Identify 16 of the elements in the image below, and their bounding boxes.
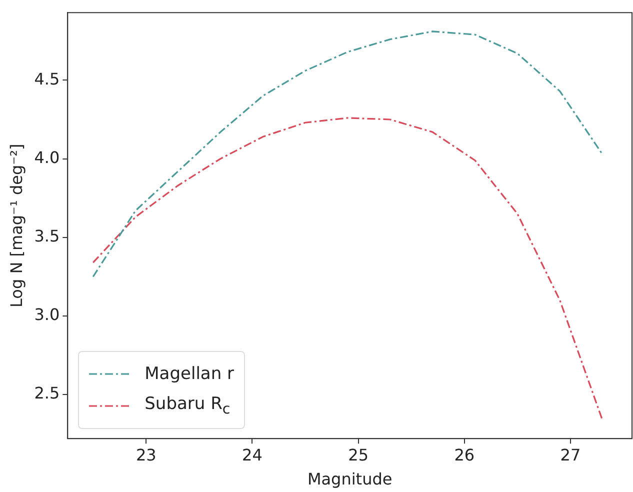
x-tick-label: 25 — [348, 445, 368, 464]
y-tick-label: 2.5 — [34, 384, 60, 403]
x-tick-label: 26 — [454, 445, 475, 464]
y-tick-label: 3.0 — [34, 305, 60, 324]
y-tick-label: 4.0 — [34, 148, 60, 167]
y-axis-title: Log N [mag⁻¹ deg⁻²] — [6, 144, 26, 308]
x-axis-title: Magnitude — [307, 470, 392, 489]
x-tick-label: 27 — [560, 445, 581, 464]
legend-label: Magellan r — [144, 364, 234, 384]
y-tick-label: 3.5 — [34, 226, 60, 246]
x-tick-label: 23 — [136, 445, 156, 464]
x-tick-label: 24 — [242, 445, 262, 464]
legend-label: Subaru R$_{c}$ — [144, 394, 230, 418]
line-series — [92, 30, 604, 278]
y-tick-label: 4.5 — [34, 69, 60, 88]
line-series — [92, 117, 604, 421]
